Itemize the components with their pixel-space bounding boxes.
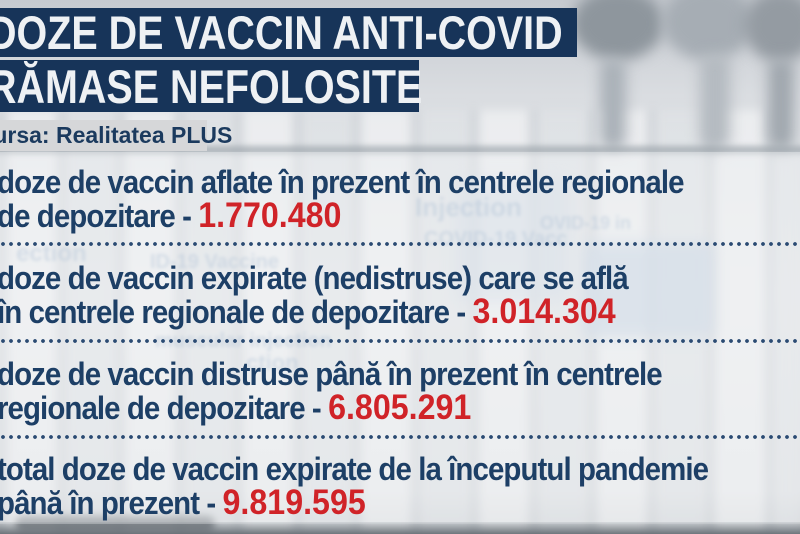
stat-value: 9.819.595 [222,483,366,522]
background-vial-text: Injection [415,192,522,222]
vial-cap-blur [572,0,664,60]
stat-value: 6.805.291 [328,388,472,427]
dotted-separator [0,338,800,344]
source-label: Sursa: Realitatea PLUS [0,122,233,148]
vial-label-blur [455,178,570,303]
vial-cap-blur [744,0,800,62]
stat-line: în centrele regionale de depozitare - 3.… [0,292,800,331]
stat-line: doze de vaccin distruse până în prezent … [0,357,800,391]
background-vial-text: ction [246,350,299,375]
stat-line: până în prezent - 9.819.595 [0,483,800,522]
vial-neck-blur [700,54,730,150]
dotted-separator [0,434,800,440]
headline-title-line2: RĂMASE NEFOLOSITE [0,59,423,113]
vial-neck-blur [600,58,626,150]
headline-bar-2: RĂMASE NEFOLOSITE [0,59,423,113]
stat-text: doze de vaccin expirate (nedistruse) car… [0,260,629,296]
stat-text: până în prezent - [0,485,223,521]
stat-line: regionale de depozitare - 6.805.291 [0,388,800,427]
stat-block-expired-undistributed: doze de vaccin expirate (nedistruse) car… [0,261,800,329]
stat-text: regionale de depozitare - [0,390,329,426]
dotted-separator [0,241,800,247]
stat-block-destroyed-doses: doze de vaccin distruse până în prezent … [0,357,800,425]
background-vial-text: OVID-19 in [540,213,632,233]
vial-neck-blur [768,58,794,150]
stat-text: doze de vaccin distruse până în prezent … [0,356,663,392]
stat-text: de depozitare - [0,198,199,234]
headline-bar-1: DOZE DE VACCIN ANTI-COVID [0,6,577,59]
bottom-fade-strip [0,522,800,534]
stat-line: doze de vaccin expirate (nedistruse) car… [0,261,800,295]
stat-value: 3.014.304 [472,292,616,331]
stat-line: doze de vaccin aflate în prezent în cent… [0,165,800,199]
stat-line: total doze de vaccin expirate de la înce… [0,452,800,486]
stat-text: în centrele regionale de depozitare - [0,294,473,330]
stat-block-total-expired: total doze de vaccin expirate de la înce… [0,452,800,520]
background-vial-text: ID-19 Vaccine [150,251,279,273]
vial-cap-blur [662,0,754,60]
stat-text: doze de vaccin aflate în prezent în cent… [0,164,684,200]
vial-label-blur [582,242,714,338]
shelf-edge-blur [0,146,800,154]
headline-title-line1: DOZE DE VACCIN ANTI-COVID [0,6,563,59]
stat-text: total doze de vaccin expirate de la înce… [0,451,709,487]
stat-line: de depozitare - 1.770.480 [0,196,800,235]
source-bar: Sursa: Realitatea PLUS [0,120,232,151]
stat-block-current-doses: doze de vaccin aflate în prezent în cent… [0,165,800,233]
stat-value: 1.770.480 [198,196,342,235]
